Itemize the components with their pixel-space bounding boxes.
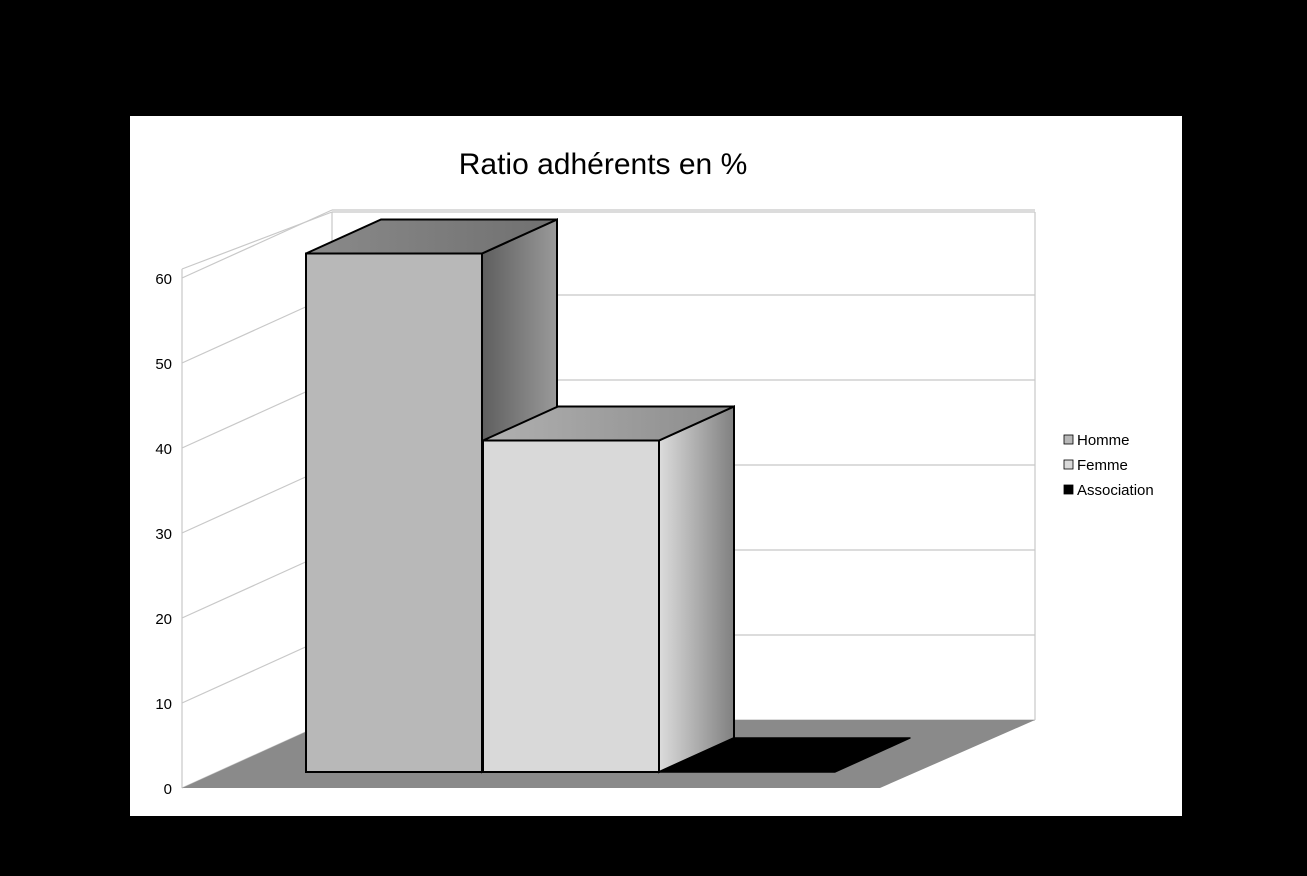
chart-title: Ratio adhérents en % — [459, 148, 748, 181]
legend-label-association: Association — [1077, 482, 1154, 499]
bar-front-femme — [482, 439, 660, 773]
gridline-side-60 — [181, 209, 333, 279]
legend-label-femme: Femme — [1077, 457, 1128, 474]
y-tick-label-10: 10 — [155, 696, 172, 713]
y-tick-label-0: 0 — [164, 781, 172, 798]
legend-label-homme: Homme — [1077, 432, 1130, 449]
y-tick-label-60: 60 — [155, 271, 172, 288]
bar-side-femme — [658, 404, 735, 774]
legend-swatch-homme — [1063, 434, 1074, 445]
bars — [305, 217, 911, 774]
bar-flat-association — [658, 737, 911, 773]
legend-swatch-femme — [1063, 459, 1074, 470]
bar-chart-3d: Ratio adhérents en % 0 10 20 30 40 50 60 Homme… — [155, 148, 1154, 798]
y-axis: 0 10 20 30 40 50 60 — [155, 271, 172, 798]
y-tick-label-30: 30 — [155, 526, 172, 543]
bar-femme — [482, 404, 735, 774]
legend: Homme Femme Association — [1063, 432, 1154, 499]
bar-front-homme — [305, 252, 483, 773]
legend-swatch-association — [1063, 484, 1074, 495]
bar-association — [658, 737, 911, 773]
y-tick-label-20: 20 — [155, 611, 172, 628]
y-tick-label-50: 50 — [155, 356, 172, 373]
y-tick-label-40: 40 — [155, 441, 172, 458]
chart-panel: Ratio adhérents en % 0 10 20 30 40 50 60 Homme… — [130, 116, 1182, 816]
